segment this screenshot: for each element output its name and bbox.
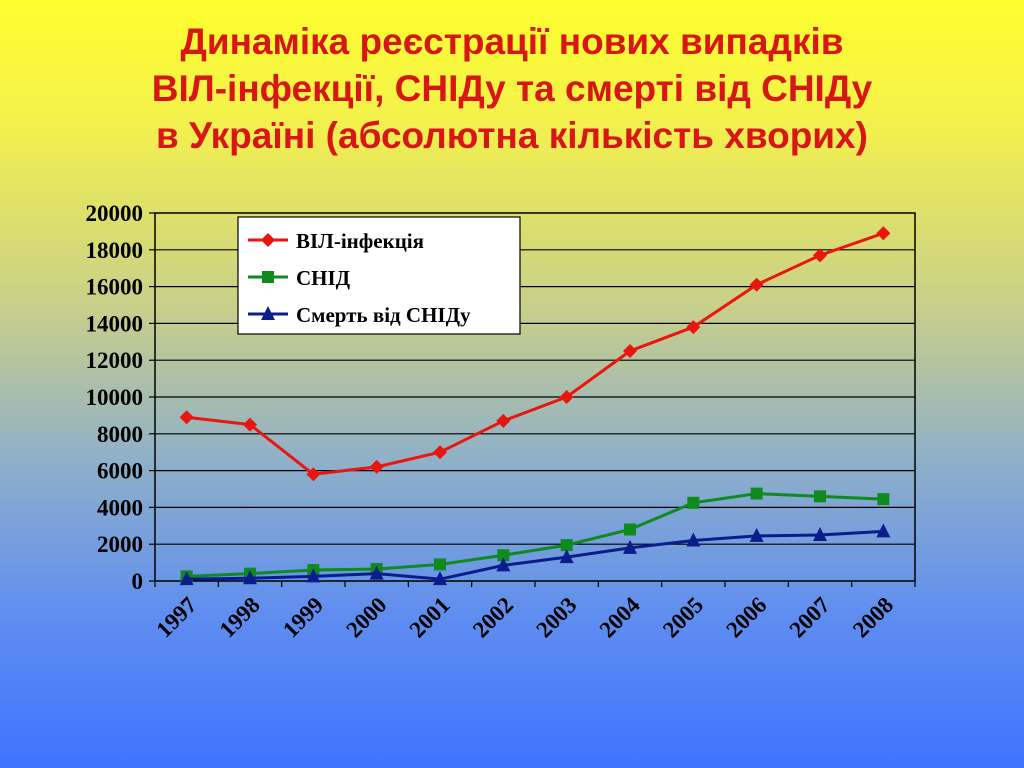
data-point-square — [497, 549, 510, 562]
series-group — [179, 226, 891, 586]
data-point-diamond — [496, 413, 511, 428]
data-point-diamond — [369, 459, 384, 474]
data-point-triangle — [369, 565, 384, 580]
legend-label: СНІД — [296, 266, 351, 290]
data-point-triangle — [306, 568, 321, 583]
legend: ВІЛ-інфекція СНІД Смерть від СНІДу — [237, 216, 521, 335]
legend-label: Смерть від СНІДу — [296, 303, 471, 327]
data-point-triangle — [876, 523, 891, 538]
data-point-square — [434, 558, 446, 571]
data-point-diamond — [749, 277, 764, 292]
data-point-diamond — [559, 390, 574, 404]
gridlines — [155, 249, 915, 545]
title-line-1: Динаміка реєстрації нових випадків — [180, 21, 844, 62]
data-point-diamond — [179, 410, 194, 425]
y-tick-label: 4000 — [97, 495, 143, 520]
data-point-square — [814, 490, 826, 503]
y-tick-label: 10000 — [86, 385, 144, 410]
data-point-diamond — [261, 233, 275, 247]
data-point-diamond — [623, 344, 637, 358]
series-line — [186, 529, 884, 581]
y-tick-label: 18000 — [86, 238, 144, 263]
x-tick-label: 2001 — [405, 592, 455, 642]
x-tick-label: 2004 — [595, 592, 646, 643]
data-point-triangle — [559, 549, 574, 564]
title-line-2: ВІЛ-інфекції, СНІДу та смерті від СНІДу — [151, 68, 873, 109]
data-point-square — [560, 539, 573, 552]
slide-title: Динаміка реєстрації нових випадків ВІЛ-і… — [0, 18, 1024, 159]
y-tick-label: 6000 — [97, 459, 143, 484]
y-axis-ticks: 0 2000 4000 6000 8000 10000 12000 14000 16000 180… — [86, 201, 155, 594]
x-tick-label: 2008 — [848, 592, 898, 642]
data-point-square — [687, 496, 700, 509]
y-tick-label: 12000 — [86, 348, 144, 373]
data-point-square — [877, 493, 890, 506]
x-tick-label: 2000 — [341, 592, 391, 642]
series-line — [186, 492, 884, 578]
y-tick-label: 16000 — [86, 275, 144, 300]
data-point-diamond — [876, 226, 891, 241]
y-tick-label: 14000 — [86, 311, 144, 336]
x-tick-label: 2003 — [531, 592, 581, 642]
x-axis-ticks: 1997 1998 1999 2000 2001 2002 2003 2004 2005 2006… — [151, 581, 916, 643]
x-tick-label: 2007 — [785, 592, 835, 642]
y-tick-label: 20000 — [86, 201, 144, 226]
data-point-diamond — [433, 445, 447, 460]
data-point-triangle — [496, 557, 511, 572]
series-line — [186, 231, 884, 476]
x-tick-label: 1998 — [215, 592, 265, 642]
x-tick-label: 1999 — [278, 592, 328, 642]
data-point-triangle — [243, 570, 257, 585]
series-3 — [179, 523, 891, 586]
data-point-diamond — [243, 417, 257, 432]
data-point-diamond — [686, 320, 701, 335]
y-tick-label: 2000 — [97, 532, 143, 557]
title-line-3: в Україні (абсолютна кількість хворих) — [156, 115, 868, 156]
data-point-triangle — [261, 306, 275, 320]
x-tick-label: 2002 — [468, 592, 518, 642]
x-tick-label: 2006 — [721, 592, 771, 642]
data-point-triangle — [179, 571, 194, 586]
y-tick-label: 0 — [132, 569, 144, 594]
data-point-square — [750, 487, 763, 500]
y-tick-label: 8000 — [97, 422, 143, 447]
x-tick-label: 2005 — [658, 592, 708, 642]
data-point-square — [262, 271, 274, 283]
series-1 — [179, 226, 891, 482]
data-point-triangle — [623, 539, 637, 554]
data-point-triangle — [813, 527, 827, 541]
data-point-diamond — [306, 467, 321, 482]
data-point-triangle — [749, 527, 764, 542]
x-tick-label: 1997 — [151, 592, 201, 642]
data-point-triangle — [686, 532, 701, 547]
legend-label: ВІЛ-інфекція — [296, 229, 424, 253]
data-point-triangle — [433, 571, 447, 586]
data-point-square — [624, 523, 636, 536]
data-point-diamond — [813, 248, 827, 263]
